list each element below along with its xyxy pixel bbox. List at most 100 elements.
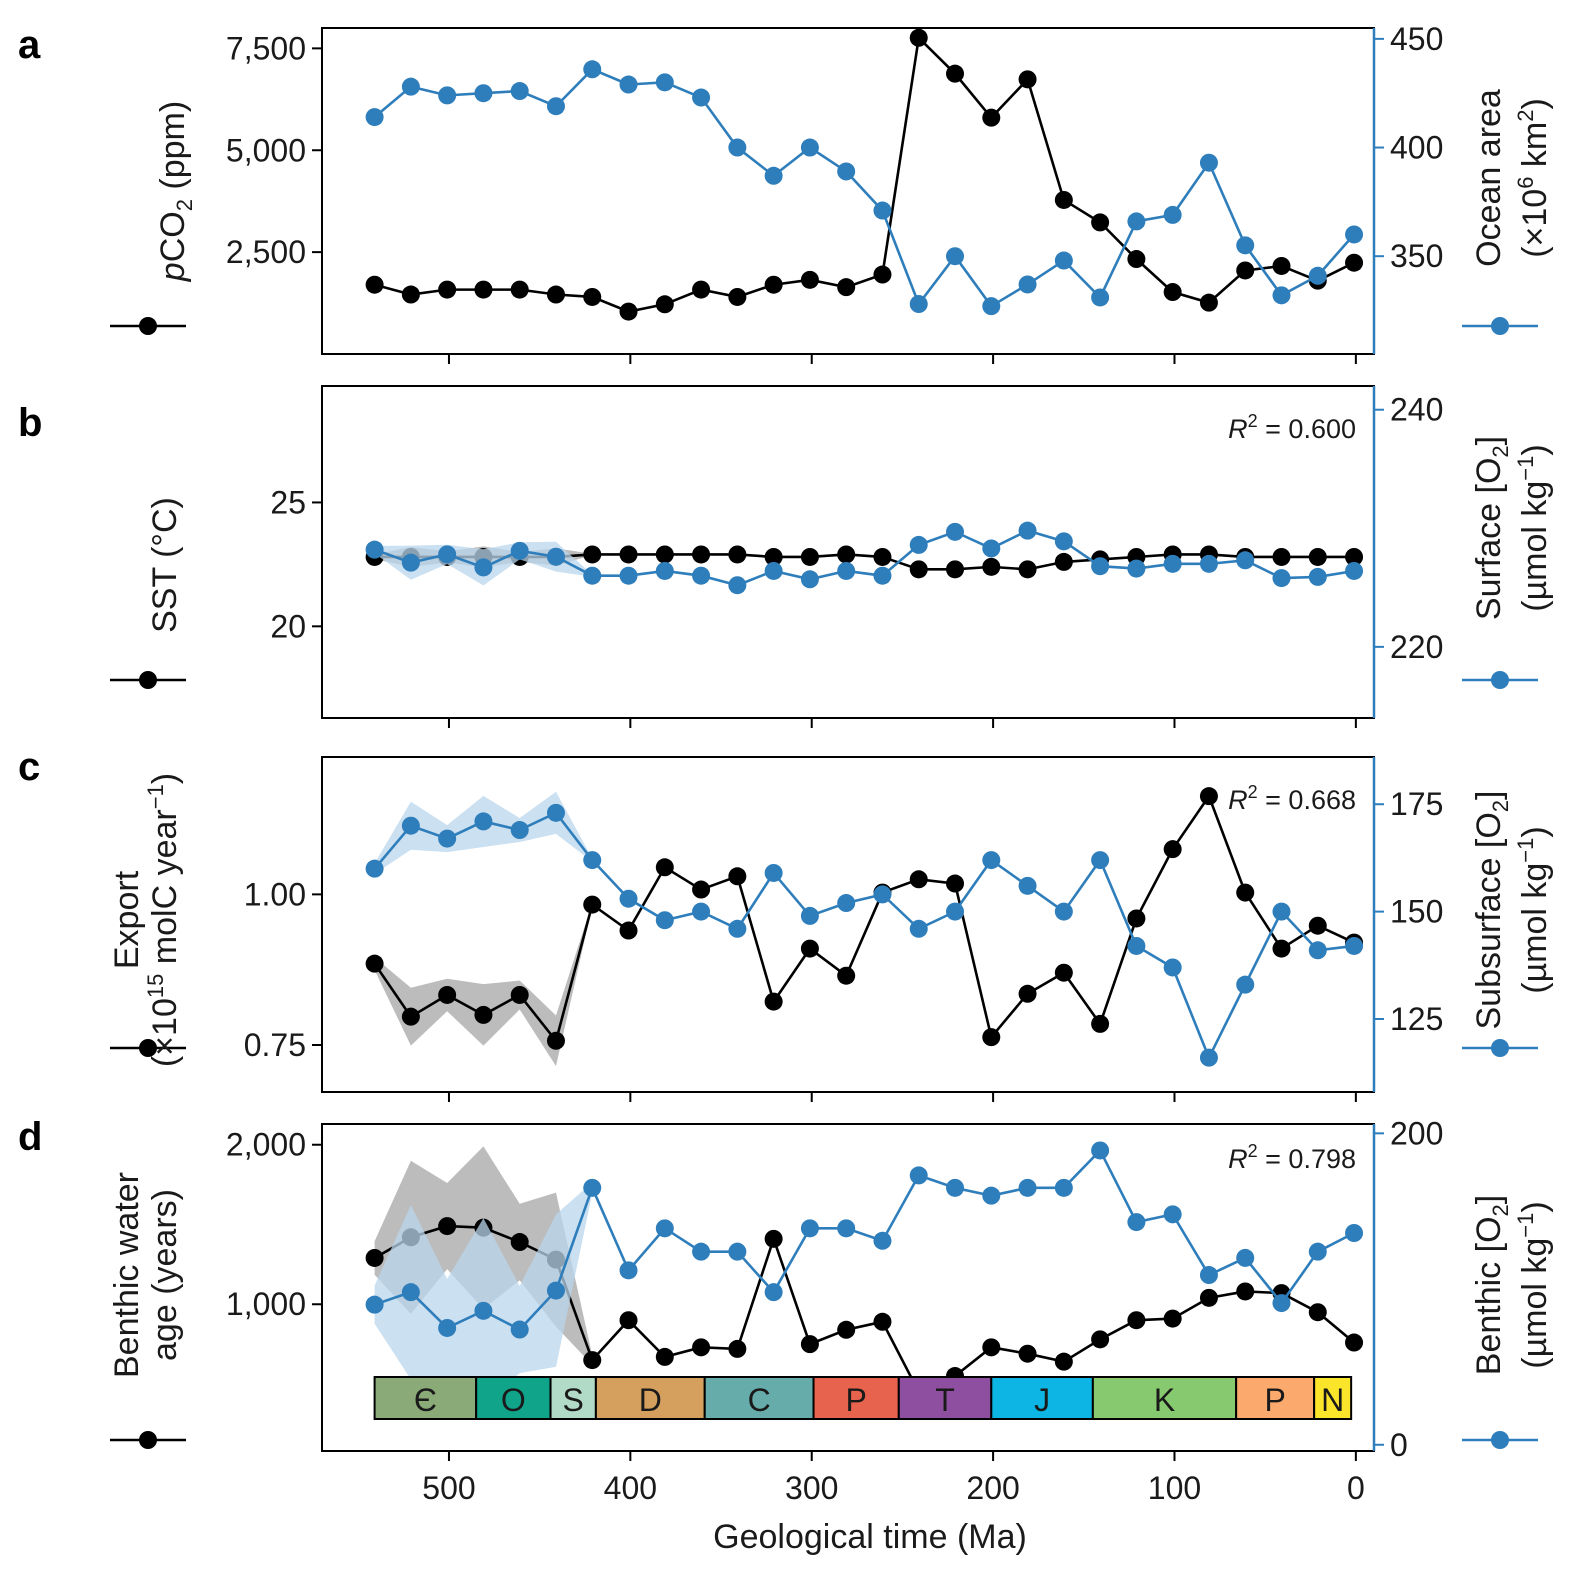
panel-c: c 0.75 1.00 125 150 175 R2 = 0.668 Export (×… bbox=[18, 745, 1554, 1102]
right-tick-label: 175 bbox=[1390, 786, 1443, 822]
data-point bbox=[837, 1320, 856, 1339]
data-point bbox=[946, 64, 965, 83]
data-point bbox=[510, 541, 529, 560]
data-point bbox=[837, 966, 856, 985]
data-point bbox=[1091, 1014, 1110, 1033]
data-point bbox=[1127, 936, 1146, 955]
data-point bbox=[1199, 1266, 1218, 1285]
panel-b-r2-annotation: R2 = 0.600 bbox=[1228, 411, 1356, 444]
data-point bbox=[800, 547, 819, 566]
data-point bbox=[692, 880, 711, 899]
data-point bbox=[1308, 1303, 1327, 1322]
legend-marker bbox=[1491, 671, 1509, 689]
data-point bbox=[692, 566, 711, 585]
data-point bbox=[655, 295, 674, 314]
panel-d-r2-annotation: R2 = 0.798 bbox=[1228, 1141, 1356, 1174]
subsurface-o2-axis-label-line1: Subsurface [O2] bbox=[1470, 790, 1513, 1029]
x-tick-label: 0 bbox=[1347, 1470, 1365, 1506]
x-tick-label: 100 bbox=[1148, 1470, 1201, 1506]
period-label: P bbox=[845, 1382, 866, 1418]
right-tick-label: 240 bbox=[1390, 392, 1443, 428]
series-line bbox=[373, 67, 1356, 308]
period-box bbox=[475, 1376, 552, 1420]
data-point bbox=[1236, 1282, 1255, 1301]
data-point bbox=[1163, 1309, 1182, 1328]
benthic-o2-axis-label-line2: (µmol kg−1) bbox=[1513, 1201, 1554, 1368]
data-point bbox=[655, 545, 674, 564]
left-tick-label: 2,500 bbox=[226, 234, 306, 270]
data-point bbox=[1091, 213, 1110, 232]
data-point bbox=[982, 557, 1001, 576]
data-point bbox=[1091, 1330, 1110, 1349]
data-point bbox=[1018, 275, 1037, 294]
period-label: C bbox=[748, 1382, 771, 1418]
data-point bbox=[1308, 567, 1327, 586]
data-point bbox=[1236, 1248, 1255, 1267]
period-label: T bbox=[935, 1382, 955, 1418]
data-point bbox=[1272, 547, 1291, 566]
data-point bbox=[1272, 902, 1291, 921]
panel-letter-c: c bbox=[18, 745, 40, 789]
data-point bbox=[982, 297, 1001, 316]
period-box bbox=[1235, 1376, 1316, 1420]
data-point bbox=[1199, 1288, 1218, 1307]
right-tick-label: 0 bbox=[1390, 1427, 1408, 1463]
data-point bbox=[619, 545, 638, 564]
data-point bbox=[1163, 840, 1182, 859]
data-point bbox=[1345, 253, 1364, 272]
data-point bbox=[837, 545, 856, 564]
data-point bbox=[800, 939, 819, 958]
water-age-axis-label-line2: age (years) bbox=[146, 1189, 184, 1361]
panel-a: a 2,500 5,000 7,500 350 400 450 pCO2 (ppm) Oc… bbox=[18, 21, 1554, 364]
data-point bbox=[474, 84, 493, 103]
data-point bbox=[1127, 909, 1146, 928]
data-point bbox=[474, 1301, 493, 1320]
legend-marker bbox=[139, 1431, 157, 1449]
legend-marker bbox=[1491, 1431, 1509, 1449]
data-point bbox=[692, 902, 711, 921]
data-point bbox=[619, 566, 638, 585]
left-tick-label: 7,500 bbox=[226, 30, 306, 66]
data-point bbox=[1236, 236, 1255, 255]
left-tick-label: 25 bbox=[270, 484, 306, 520]
data-point bbox=[946, 560, 965, 579]
data-point bbox=[583, 545, 602, 564]
data-point bbox=[1018, 984, 1037, 1003]
uncertainty-band bbox=[374, 791, 593, 874]
water-age-axis-label-line1: Benthic water bbox=[108, 1172, 146, 1378]
data-point bbox=[619, 889, 638, 908]
data-point bbox=[438, 280, 457, 299]
period-label: J bbox=[1034, 1382, 1050, 1418]
data-point bbox=[728, 867, 747, 886]
data-point bbox=[619, 75, 638, 94]
panel-letter-b: b bbox=[18, 401, 42, 445]
legend-marker bbox=[139, 1039, 157, 1057]
data-point bbox=[1018, 1178, 1037, 1197]
panel-d: d 500 400 300 200 100 0 1,000 2,000 0 200 Є O S D C P T… bbox=[18, 1115, 1554, 1556]
data-point bbox=[546, 803, 565, 822]
data-point bbox=[1345, 936, 1364, 955]
data-point bbox=[1018, 521, 1037, 540]
panel-a-left-axis-label: pCO2 (ppm) bbox=[154, 101, 197, 282]
period-box bbox=[897, 1376, 993, 1420]
data-point bbox=[1163, 1205, 1182, 1224]
data-point bbox=[474, 812, 493, 831]
series-line bbox=[374, 1148, 1355, 1332]
legend-marker bbox=[139, 317, 157, 335]
pco2-axis-label: pCO2 (ppm) bbox=[154, 101, 197, 282]
data-point bbox=[946, 874, 965, 893]
data-point bbox=[728, 1339, 747, 1358]
data-point bbox=[837, 1219, 856, 1238]
benthic-o2-axis-label-line1: Benthic [O2] bbox=[1470, 1195, 1513, 1375]
data-point bbox=[583, 895, 602, 914]
period-label: Є bbox=[414, 1382, 437, 1418]
data-point bbox=[728, 287, 747, 306]
data-point bbox=[401, 1007, 420, 1026]
data-point bbox=[728, 1242, 747, 1261]
period-label: D bbox=[639, 1382, 662, 1418]
data-point bbox=[510, 821, 529, 840]
data-point bbox=[1091, 557, 1110, 576]
data-point bbox=[909, 28, 928, 47]
uncertainty-band bbox=[374, 1182, 593, 1404]
